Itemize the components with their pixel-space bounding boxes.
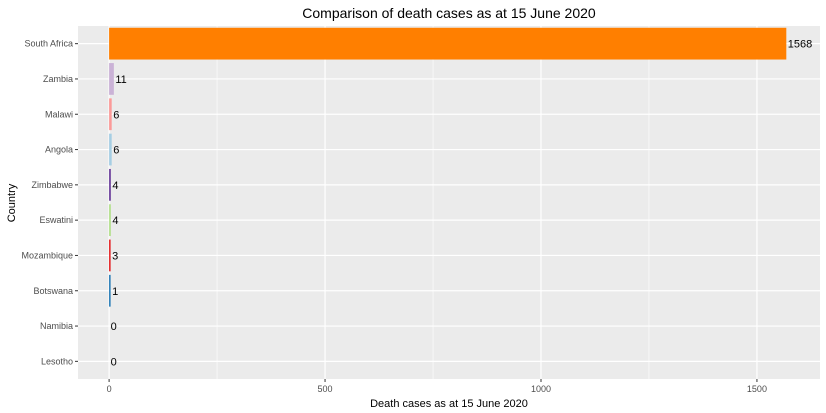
y-tick-label: Mozambique: [21, 250, 73, 260]
y-tick-label: South Africa: [24, 39, 73, 49]
data-label: 0: [111, 321, 117, 333]
bar: [109, 98, 112, 131]
y-axis-title: Country: [6, 183, 18, 222]
y-tick-label: Namibia: [40, 321, 73, 331]
x-tick-label: 0: [107, 384, 112, 394]
y-axis: South Africa Zambia Malawi Angola Zimbabwe Es…: [21, 39, 78, 366]
y-tick-label: Eswatini: [39, 215, 73, 225]
data-label: 4: [112, 180, 118, 192]
x-axis-title: Death cases as at 15 June 2020: [370, 398, 528, 410]
x-tick-label: 1000: [531, 384, 551, 394]
x-tick-label: 1500: [747, 384, 767, 394]
plot-panel: [78, 26, 820, 379]
y-tick-label: Zambia: [43, 74, 73, 84]
data-label: 11: [115, 74, 126, 86]
bar: [109, 204, 111, 237]
bar: [109, 63, 114, 95]
bar: [109, 168, 111, 201]
bar: [109, 274, 111, 307]
chart-title: Comparison of death cases as at 15 June …: [302, 5, 596, 21]
bar: [109, 133, 112, 166]
data-label: 3: [112, 250, 118, 262]
x-tick-label: 500: [318, 384, 333, 394]
bar: [109, 27, 787, 60]
y-tick-label: Angola: [45, 145, 73, 155]
data-label: 1: [112, 286, 118, 298]
y-tick-label: Lesotho: [41, 356, 73, 366]
data-label: 0: [111, 356, 117, 368]
y-tick-label: Botswana: [33, 286, 73, 296]
x-axis: 0 500 1000 1500: [107, 379, 767, 394]
data-labels: 1568 11 6 6 4 4 3 1 0 0: [111, 39, 813, 369]
data-label: 6: [113, 109, 119, 121]
bars: [109, 27, 787, 307]
data-label: 1568: [788, 39, 812, 51]
data-label: 4: [112, 215, 118, 227]
y-tick-label: Zimbabwe: [31, 180, 73, 190]
y-tick-label: Malawi: [45, 109, 73, 119]
bar: [109, 239, 111, 272]
data-label: 6: [113, 145, 119, 157]
